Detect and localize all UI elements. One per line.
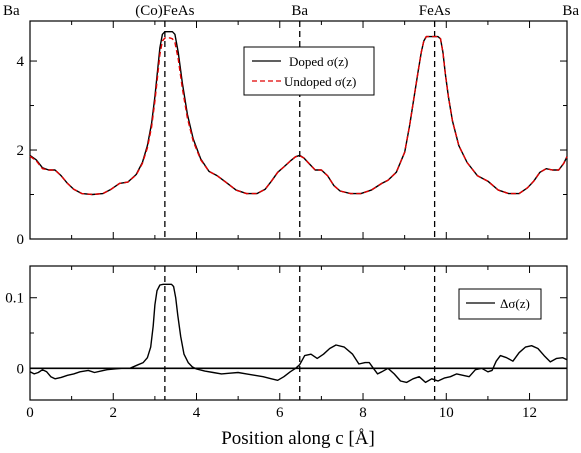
series-line-delta [29,283,568,384]
bottom-x-tick-label: 10 [439,405,454,421]
bottom-plot-frame [29,265,568,401]
site-label: Ba [291,3,308,19]
bottom-y-tick-label: 0 [17,361,25,377]
top-x-ticks [29,21,531,239]
site-label: Ba [562,3,579,19]
bottom-x-tick-label: 12 [522,405,537,421]
bottom-vlines [164,266,436,400]
site-label: FeAs [419,3,451,19]
top-y-tick-label: 2 [17,143,25,159]
site-label: Ba [3,3,20,19]
bottom-x-tick-label: 4 [193,405,201,421]
bottom-x-tick-label: 8 [359,405,367,421]
top-y-ticks: 0 2 4 [17,54,567,248]
top-y-tick-label: 0 [17,232,25,248]
site-labels: Ba (Co)FeAs Ba FeAs Ba [3,3,579,19]
legend-label-delta: Δσ(z) [500,296,530,311]
bottom-panel: 00.1 0 2 4 6 8 10 12 Δσ(z) Position along c [Å… [5,265,568,449]
bottom-x-tick-label: 0 [26,405,34,421]
bottom-y-tick-label: 0.1 [5,291,24,307]
top-panel: 0 2 4 Ba (Co)FeAs Ba FeAs Ba Doped σ(z) Undope… [3,3,579,248]
bottom-x-tick-label: 6 [276,405,284,421]
top-y-tick-label: 4 [17,54,25,70]
bottom-x-ticks: 0 2 4 6 8 10 12 [26,266,537,421]
series-line-undoped [29,35,568,196]
top-plot-frame [29,20,568,240]
top-legend: Doped σ(z) Undoped σ(z) [243,46,375,96]
top-legend-box [243,46,375,96]
bottom-series [29,283,568,384]
bottom-y-ticks: 00.1 [5,291,567,377]
top-vlines [164,21,436,239]
legend-label-doped: Doped σ(z) [289,54,348,69]
site-label: (Co)FeAs [135,3,194,19]
bottom-x-tick-label: 2 [110,405,118,421]
bottom-legend: Δσ(z) [458,288,542,320]
legend-label-undoped: Undoped σ(z) [284,74,356,89]
top-series [29,31,568,196]
x-axis-title: Position along c [Å] [221,428,375,449]
bottom-legend-box [458,288,542,320]
